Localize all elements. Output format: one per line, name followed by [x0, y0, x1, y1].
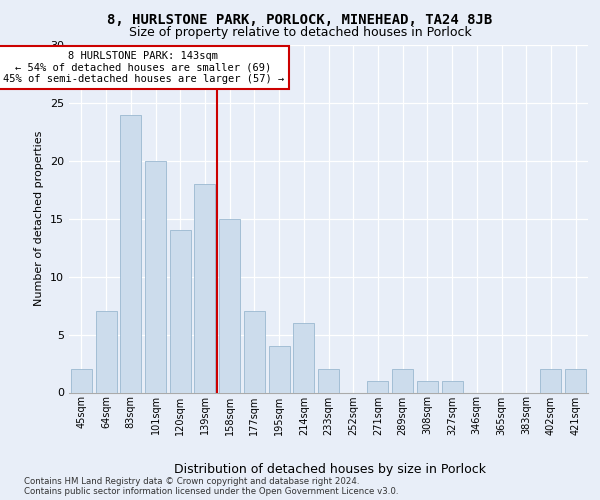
- Text: Contains HM Land Registry data © Crown copyright and database right 2024.: Contains HM Land Registry data © Crown c…: [24, 478, 359, 486]
- Text: Distribution of detached houses by size in Porlock: Distribution of detached houses by size …: [174, 462, 486, 475]
- Bar: [219, 219, 240, 392]
- Bar: [293, 323, 314, 392]
- Bar: [95, 312, 116, 392]
- Bar: [442, 381, 463, 392]
- Bar: [392, 370, 413, 392]
- Bar: [269, 346, 290, 393]
- Text: Contains public sector information licensed under the Open Government Licence v3: Contains public sector information licen…: [24, 488, 398, 496]
- Text: 8 HURLSTONE PARK: 143sqm
← 54% of detached houses are smaller (69)
45% of semi-d: 8 HURLSTONE PARK: 143sqm ← 54% of detach…: [2, 51, 284, 84]
- Bar: [417, 381, 438, 392]
- Bar: [145, 161, 166, 392]
- Text: Size of property relative to detached houses in Porlock: Size of property relative to detached ho…: [128, 26, 472, 39]
- Bar: [71, 370, 92, 392]
- Y-axis label: Number of detached properties: Number of detached properties: [34, 131, 44, 306]
- Bar: [541, 370, 562, 392]
- Bar: [194, 184, 215, 392]
- Bar: [318, 370, 339, 392]
- Text: 8, HURLSTONE PARK, PORLOCK, MINEHEAD, TA24 8JB: 8, HURLSTONE PARK, PORLOCK, MINEHEAD, TA…: [107, 12, 493, 26]
- Bar: [565, 370, 586, 392]
- Bar: [367, 381, 388, 392]
- Bar: [244, 312, 265, 392]
- Bar: [120, 114, 141, 392]
- Bar: [170, 230, 191, 392]
